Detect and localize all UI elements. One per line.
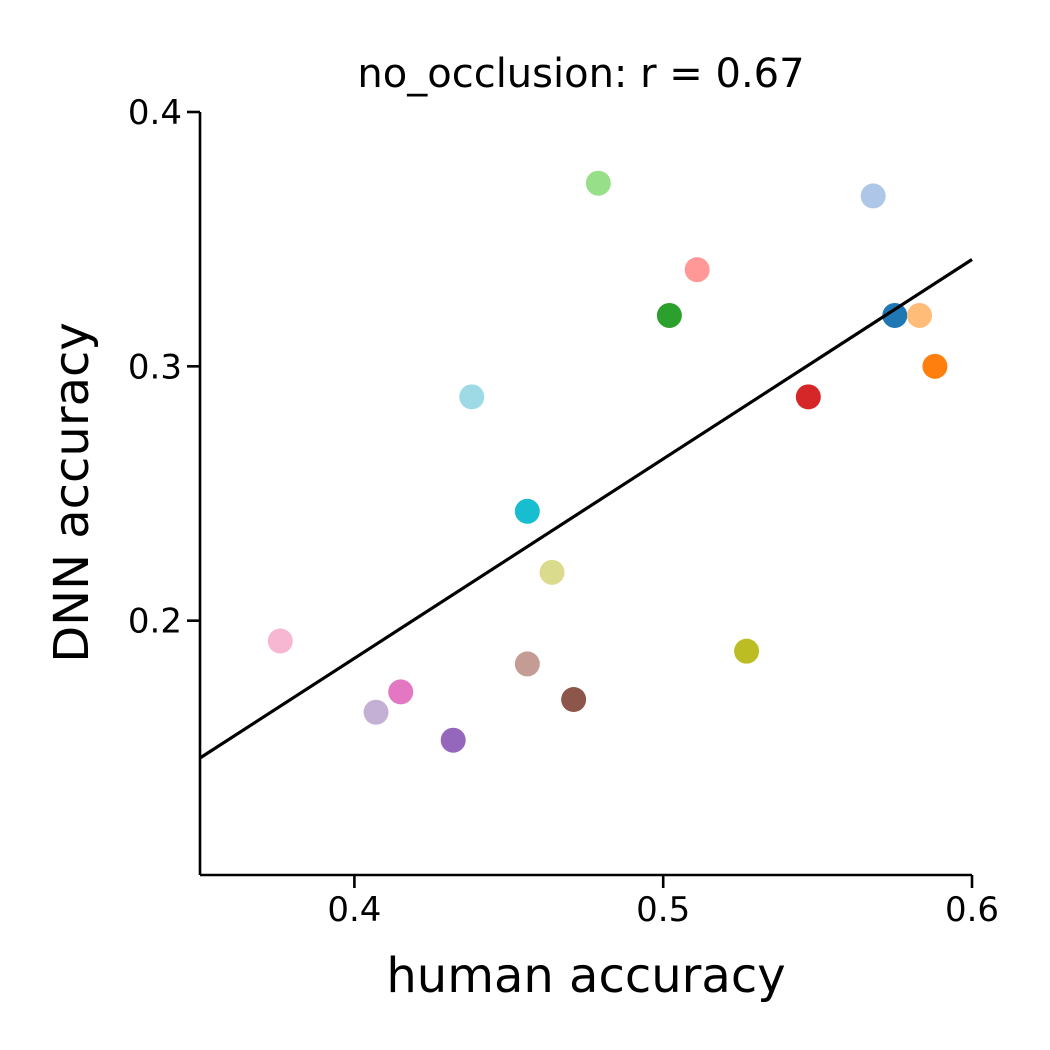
data-points	[267, 170, 948, 753]
data-point	[539, 559, 565, 585]
x-tick-label: 0.6	[945, 890, 999, 930]
chart-title: no_occlusion: r = 0.67	[357, 51, 804, 97]
x-axis-title: human accuracy	[386, 948, 785, 1004]
x-tick-label: 0.4	[327, 890, 381, 930]
y-tick-label: 0.3	[128, 347, 182, 387]
data-point	[440, 727, 466, 753]
data-point	[860, 183, 886, 209]
data-point	[561, 687, 587, 713]
regression-line	[199, 258, 973, 760]
y-tick-label: 0.2	[128, 602, 182, 642]
data-point	[585, 170, 611, 196]
data-point	[795, 384, 821, 410]
y-axis-title: DNN accuracy	[44, 322, 100, 663]
data-point	[907, 302, 933, 328]
data-point	[684, 257, 710, 283]
data-point	[922, 353, 948, 379]
data-point	[388, 679, 414, 705]
x-tick-label: 0.5	[636, 890, 690, 930]
y-axis-ticks: 0.2 0.3 0.4	[128, 93, 200, 642]
data-point	[267, 628, 293, 654]
y-tick-label: 0.4	[128, 93, 182, 133]
data-point	[363, 699, 389, 725]
data-point	[514, 651, 540, 677]
data-point	[459, 384, 485, 410]
data-point	[656, 302, 682, 328]
data-point	[514, 498, 540, 524]
x-axis-ticks: 0.4 0.5 0.6	[327, 875, 999, 930]
data-point	[882, 302, 908, 328]
data-point	[734, 638, 760, 664]
